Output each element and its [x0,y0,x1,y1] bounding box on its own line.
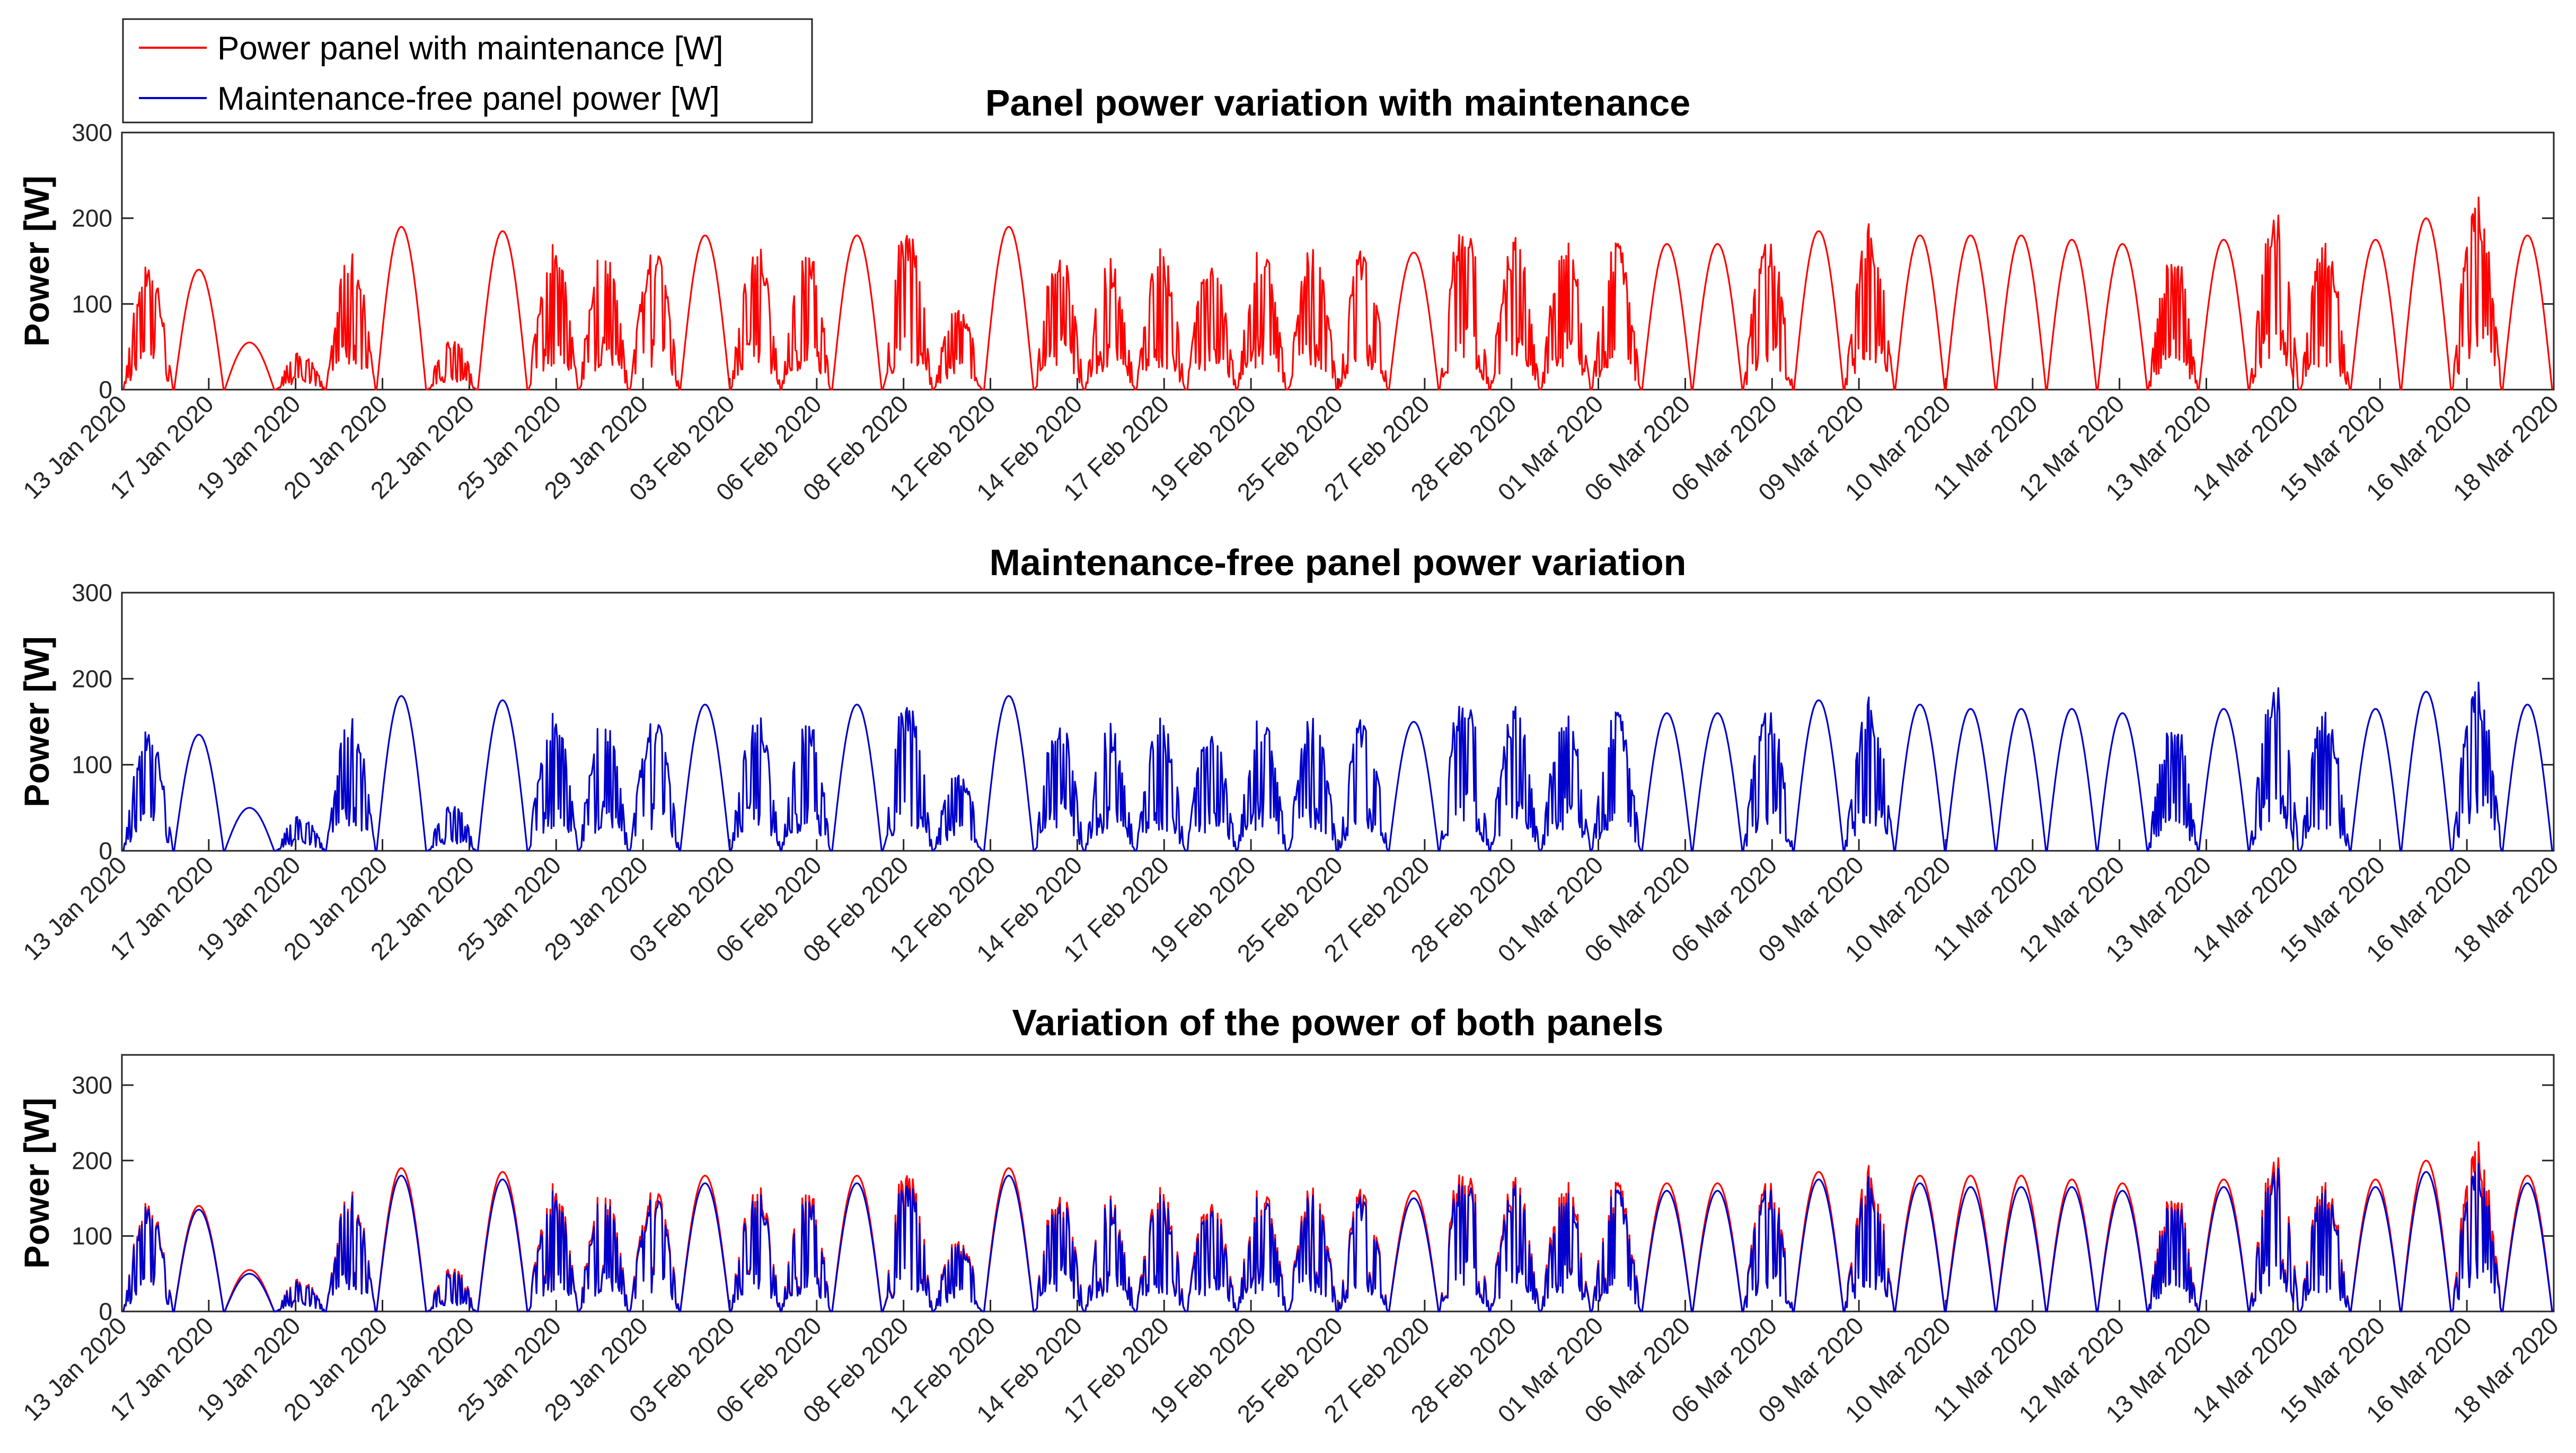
y-tick-label-0: 200 [72,205,112,232]
chart-title-0: Panel power variation with maintenance [985,82,1690,124]
y-tick-label-1: 0 [99,837,112,865]
y-tick-label-2: 100 [72,1222,112,1250]
legend-box [122,18,813,124]
y-tick-label-2: 0 [99,1298,112,1325]
y-axis-label-0: Power [W] [17,175,56,347]
legend-label-0: Power panel with maintenance [W] [217,30,724,67]
series-line-0-0 [122,196,2553,391]
series-line-1-0 [122,681,2553,852]
y-tick-label-1: 100 [72,751,112,779]
y-tick-label-1: 300 [72,579,112,606]
y-tick-label-0: 100 [72,290,112,318]
chart-title-2: Variation of the power of both panels [1012,1002,1664,1043]
y-tick-label-0: 0 [99,376,112,403]
series-line-2-1 [122,1163,2553,1313]
y-tick-label-1: 200 [72,665,112,692]
y-axis-label-2: Power [W] [17,1098,56,1269]
y-tick-label-0: 300 [72,119,112,146]
y-tick-label-2: 300 [72,1071,112,1099]
y-axis-label-1: Power [W] [17,636,56,807]
legend-label-1: Maintenance-free panel power [W] [217,81,720,117]
chart-title-1: Maintenance-free panel power variation [990,542,1687,583]
y-tick-label-2: 200 [72,1147,112,1174]
